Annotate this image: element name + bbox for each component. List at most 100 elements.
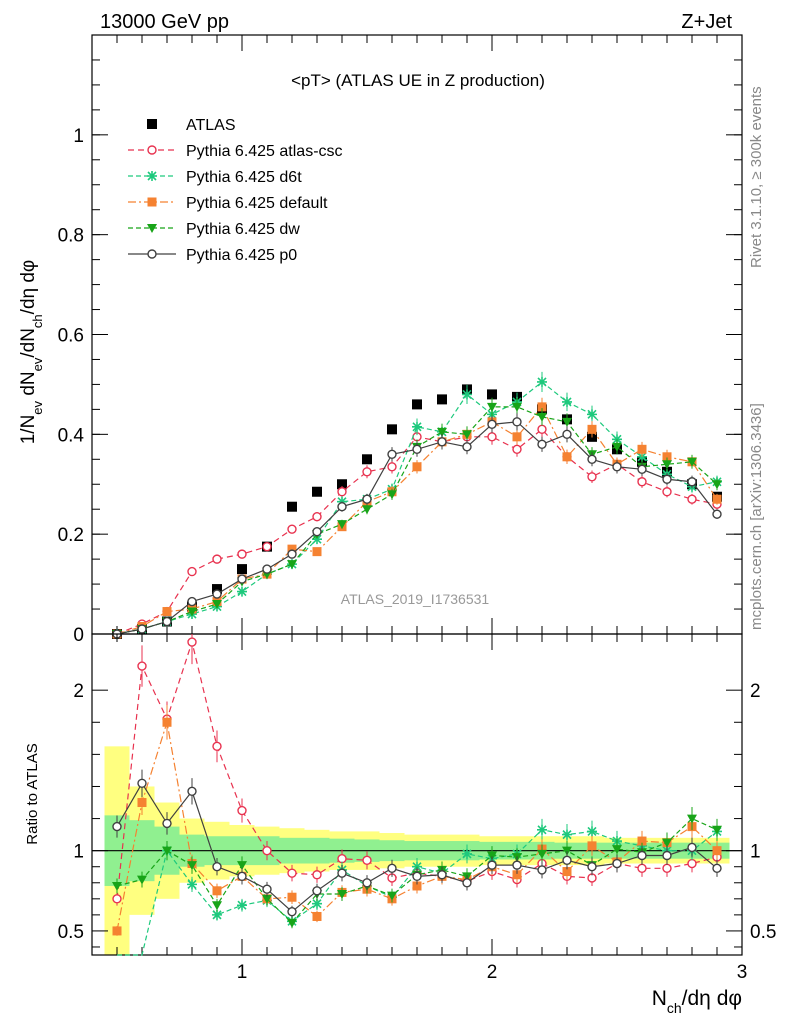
point-dw — [362, 505, 372, 515]
point-p0 — [662, 850, 672, 861]
point-d6t — [587, 409, 597, 420]
point-p0 — [312, 526, 322, 537]
point-p0 — [287, 906, 297, 917]
point-p0 — [712, 863, 722, 874]
point-data — [212, 584, 222, 595]
point-atlas_csc — [187, 637, 197, 647]
point-p0 — [562, 429, 572, 440]
point-default — [637, 836, 647, 846]
y-tick-label: 1 — [73, 842, 84, 863]
point-p0 — [462, 442, 472, 452]
point-atlas_csc — [587, 472, 597, 482]
point-p0 — [462, 878, 472, 888]
point-p0 — [487, 419, 497, 430]
point-atlas_csc — [387, 462, 397, 472]
point-d6t — [562, 396, 572, 407]
point-dw — [187, 607, 197, 617]
point-data — [237, 564, 247, 575]
point-atlas_csc — [637, 477, 647, 487]
point-default — [712, 846, 722, 856]
legend-label-data: ATLAS — [186, 117, 236, 134]
point-d6t — [537, 376, 547, 387]
point-d6t — [462, 848, 472, 859]
point-p0 — [187, 786, 197, 796]
rivet-label: Rivet 3.1.10, ≥ 300k events — [748, 86, 765, 268]
point-default — [587, 424, 597, 434]
point-dw — [287, 560, 297, 570]
y-tick-label-right: 2 — [750, 681, 761, 702]
point-dw — [487, 851, 497, 861]
point-p0 — [237, 574, 247, 584]
legend-marker-d6t — [147, 171, 157, 181]
point-atlas_csc — [237, 805, 247, 816]
legend-label-p0: Pythia 6.425 p0 — [186, 247, 297, 264]
y-tick-label: 0.6 — [58, 326, 84, 347]
legend-marker-data — [147, 119, 157, 129]
point-d6t — [212, 909, 222, 920]
point-atlas_csc — [187, 566, 197, 577]
point-default — [112, 926, 122, 936]
point-d6t — [237, 900, 247, 911]
point-p0 — [687, 477, 697, 487]
point-d6t — [462, 389, 472, 400]
point-default — [312, 547, 322, 557]
point-p0 — [612, 858, 622, 869]
point-p0 — [162, 818, 172, 829]
point-d6t — [562, 829, 572, 840]
point-p0 — [237, 871, 247, 882]
point-p0 — [187, 596, 197, 607]
point-dw — [287, 918, 297, 928]
point-p0 — [537, 439, 547, 450]
point-default — [137, 798, 147, 808]
x-tick-label: 1 — [237, 962, 248, 983]
point-p0 — [337, 868, 347, 878]
point-dw — [212, 600, 222, 610]
point-atlas_csc — [362, 855, 372, 866]
point-default — [287, 892, 297, 902]
point-default — [312, 911, 322, 921]
point-d6t — [312, 898, 322, 909]
point-default — [512, 870, 522, 880]
point-p0 — [562, 855, 572, 866]
point-dw — [112, 881, 122, 891]
point-atlas_csc — [537, 424, 547, 435]
point-dw — [237, 861, 247, 871]
mcplots-label: mcplots.cern.ch [arXiv:1306.3436] — [748, 403, 765, 630]
point-p0 — [612, 462, 622, 472]
point-d6t — [187, 879, 197, 890]
point-p0 — [112, 821, 122, 832]
header-left: 13000 GeV pp — [100, 11, 229, 33]
point-dw — [512, 402, 522, 412]
point-p0 — [512, 860, 522, 870]
analysis-id: ATLAS_2019_I1736531 — [341, 591, 490, 607]
point-atlas_csc — [662, 863, 672, 874]
legend-label-dw: Pythia 6.425 dw — [186, 221, 300, 238]
x-tick-label: 3 — [737, 962, 748, 983]
point-atlas_csc — [337, 487, 347, 497]
y-tick-label: 2 — [73, 681, 84, 702]
point-dw — [212, 901, 222, 911]
point-d6t — [237, 586, 247, 597]
point-p0 — [137, 778, 147, 788]
point-atlas_csc — [262, 845, 272, 856]
y-tick-label-right: 1 — [750, 842, 761, 863]
legend-label-default: Pythia 6.425 default — [186, 195, 328, 212]
main-title: <pT> (ATLAS UE in Z production) — [291, 71, 545, 90]
point-dw — [712, 480, 722, 490]
point-atlas_csc — [487, 432, 497, 442]
y-tick-label: 0 — [73, 625, 84, 646]
point-p0 — [637, 850, 647, 861]
point-p0 — [262, 884, 272, 894]
point-data — [387, 424, 397, 435]
point-default — [562, 452, 572, 462]
point-atlas_csc — [312, 511, 322, 522]
y-tick-label: 1 — [73, 126, 84, 147]
point-p0 — [212, 862, 222, 872]
point-p0 — [637, 464, 647, 474]
y-tick-label: 0.4 — [58, 425, 85, 446]
point-p0 — [437, 437, 447, 447]
point-dw — [612, 845, 622, 855]
legend-label-d6t: Pythia 6.425 d6t — [186, 169, 302, 186]
point-p0 — [412, 444, 422, 455]
point-dw — [187, 861, 197, 871]
